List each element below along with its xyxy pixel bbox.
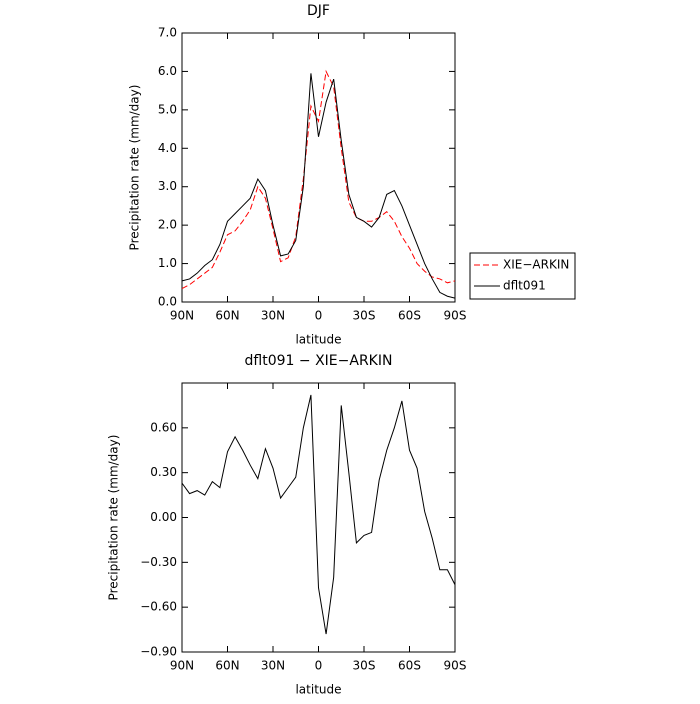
legend-label: dflt091 (503, 279, 546, 293)
x-tick-label: 30S (353, 309, 376, 323)
y-tick-label: 0.30 (150, 465, 177, 479)
plot-frame (181, 382, 456, 653)
y-tick-label: 5.0 (158, 102, 177, 116)
x-tick-label: 60N (215, 309, 239, 323)
x-axis-label: latitude (295, 333, 341, 347)
y-tick-label: −0.60 (140, 600, 177, 614)
y-tick-label: 0.60 (150, 420, 177, 434)
legend-label: XIE−ARKIN (503, 258, 569, 272)
x-tick-label: 60S (398, 659, 421, 673)
x-tick-label: 30N (261, 659, 285, 673)
y-tick-label: 2.0 (158, 218, 177, 232)
y-tick-label: 0.0 (158, 295, 177, 309)
y-tick-label: 6.0 (158, 64, 177, 78)
y-axis-label: Precipitation rate (mm/day) (107, 435, 121, 601)
y-tick-label: −0.30 (140, 555, 177, 569)
x-tick-label: 0 (315, 659, 323, 673)
x-tick-label: 60S (398, 309, 421, 323)
x-axis-label: latitude (295, 683, 341, 697)
data-line (181, 73, 456, 299)
chart-title: DJF (307, 3, 330, 19)
y-tick-label: 3.0 (158, 179, 177, 193)
y-tick-label: 0.00 (150, 510, 177, 524)
x-tick-label: 30S (353, 659, 376, 673)
y-tick-label: 7.0 (158, 26, 177, 40)
x-tick-label: 0 (315, 309, 323, 323)
y-axis-label: Precipitation rate (mm/day) (128, 85, 142, 251)
legend-box (469, 252, 576, 300)
y-tick-label: −0.90 (140, 645, 177, 659)
x-tick-label: 60N (215, 659, 239, 673)
data-line (181, 394, 456, 635)
x-tick-label: 30N (261, 309, 285, 323)
y-tick-label: 1.0 (158, 256, 177, 270)
x-tick-label: 90N (170, 659, 194, 673)
x-tick-label: 90S (444, 309, 467, 323)
plot-frame (181, 32, 456, 303)
data-line (181, 69, 456, 289)
y-tick-label: 4.0 (158, 141, 177, 155)
x-tick-label: 90N (170, 309, 194, 323)
x-tick-label: 90S (444, 659, 467, 673)
chart-title: dflt091 − XIE−ARKIN (245, 353, 393, 369)
